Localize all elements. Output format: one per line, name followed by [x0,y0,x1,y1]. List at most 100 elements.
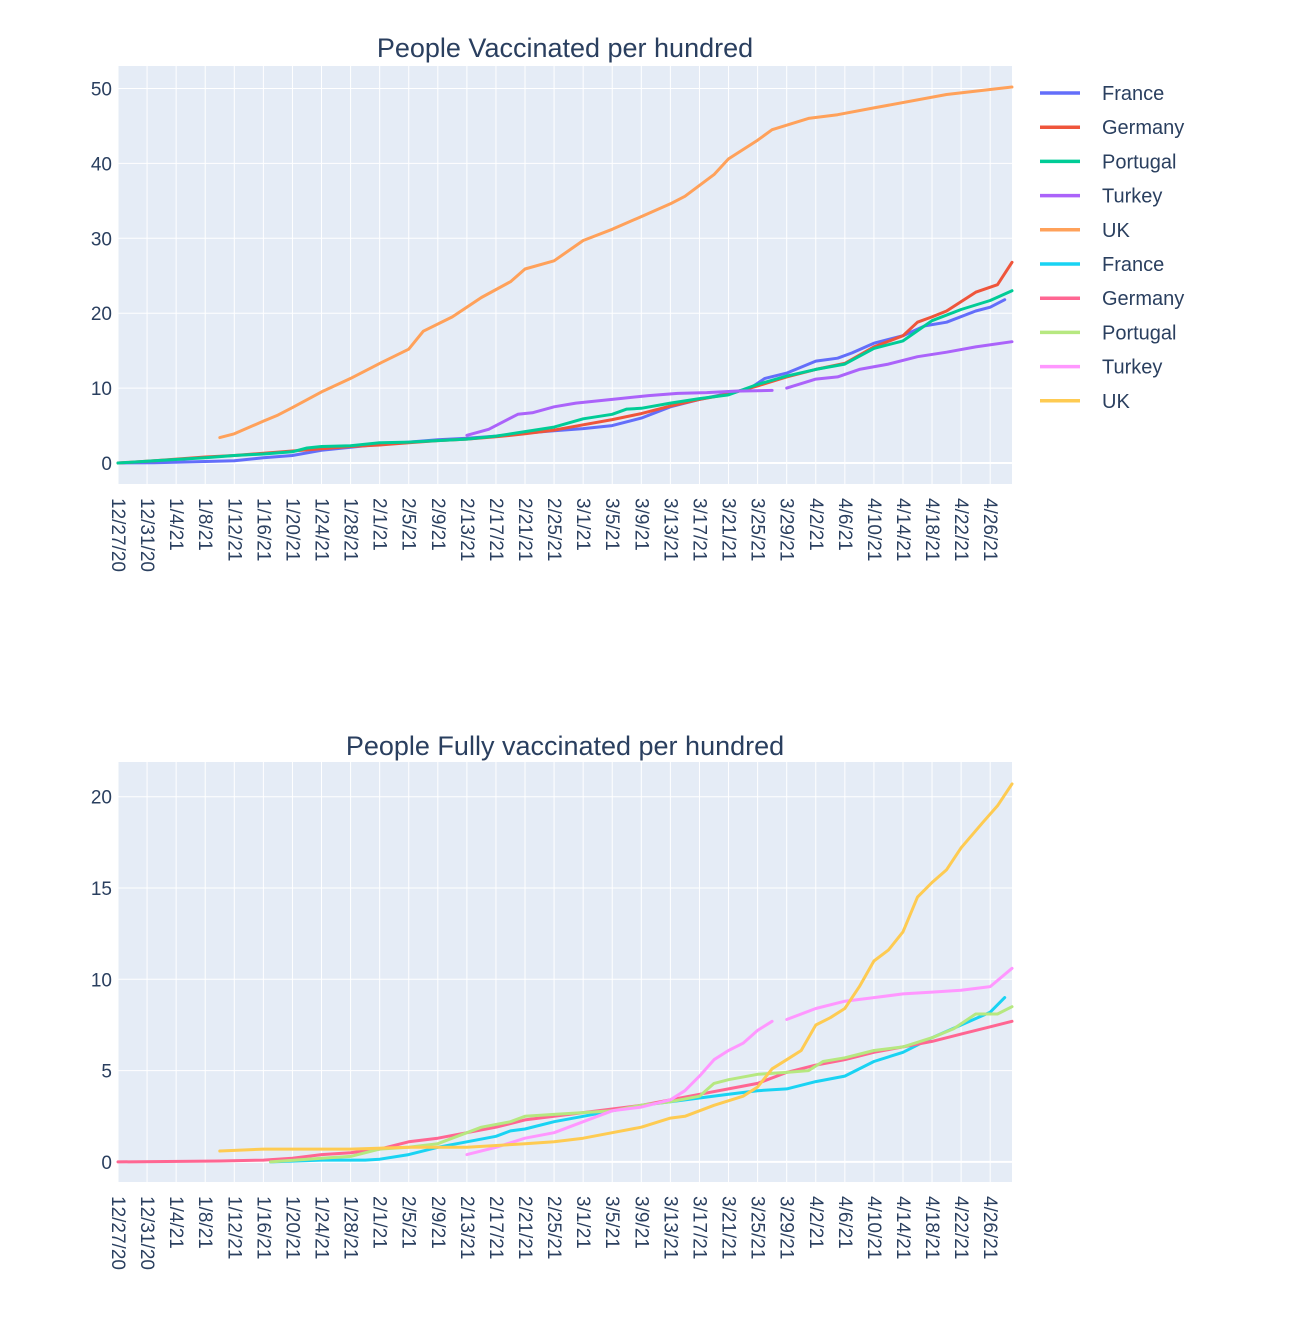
y-tick-label: 0 [101,454,112,475]
x-tick-label: 3/25/21 [747,498,768,561]
x-tick-label: 4/26/21 [979,498,1000,561]
series-line-turkey [465,966,1014,1157]
x-tick-label: 1/16/21 [252,1196,273,1259]
legend-label: UK [1102,391,1130,413]
x-tick-label: 4/14/21 [892,498,913,561]
y-tick-label: 40 [91,154,112,175]
series-line-turkey [465,340,1014,437]
x-tick-label: 2/9/21 [427,498,448,551]
x-tick-label: 1/12/21 [223,498,244,561]
legend-label: Germany [1102,288,1184,310]
x-tick-label: 1/24/21 [311,498,332,561]
y-tick-label: 20 [91,304,112,325]
legend-label: Germany [1102,117,1184,139]
legend-label: Portugal [1102,151,1177,173]
x-tick-label: 3/1/21 [572,498,593,551]
x-tick-label: 3/17/21 [688,1196,709,1259]
x-tick-label: 3/29/21 [776,498,797,561]
x-tick-label: 3/1/21 [572,1196,593,1249]
x-tick-label: 2/5/21 [398,1196,419,1249]
y-tick-label: 5 [101,1062,112,1083]
x-tick-label: 4/10/21 [863,498,884,561]
x-tick-label: 12/31/20 [136,498,157,572]
series-line-portugal [116,289,1014,465]
series-line-uk [218,85,1014,440]
legend: France Germany Portugal Turkey UK France Germa… [1040,83,1184,413]
x-tick-label: 4/18/21 [921,1196,942,1259]
legend-item[interactable]: Germany [1040,117,1184,139]
x-tick-label: 4/6/21 [834,498,855,551]
legend-label: Turkey [1102,357,1162,379]
x-tick-label: 2/13/21 [456,1196,477,1259]
x-tick-label: 4/18/21 [921,498,942,561]
y-tick-label: 50 [91,79,112,100]
x-tick-label: 2/17/21 [485,498,506,561]
x-tick-label: 3/21/21 [718,1196,739,1259]
legend-item[interactable]: Turkey [1040,186,1162,208]
legend-label: UK [1102,220,1130,242]
x-tick-label: 1/8/21 [194,1196,215,1249]
legend-label: France [1102,254,1164,276]
x-tick-label: 4/14/21 [892,1196,913,1259]
x-tick-label: 4/2/21 [805,1196,826,1249]
x-tick-label: 2/25/21 [543,498,564,561]
legend-item[interactable]: France [1040,254,1164,276]
x-tick-label: 1/4/21 [165,1196,186,1249]
x-tick-label: 3/25/21 [747,1196,768,1259]
x-tick-label: 3/13/21 [659,498,680,561]
y-tick-label: 20 [91,788,112,809]
x-tick-label: 4/22/21 [950,1196,971,1259]
x-tick-label: 2/25/21 [543,1196,564,1259]
y-tick-label: 0 [101,1153,112,1174]
x-tick-label: 4/10/21 [863,1196,884,1259]
x-tick-label: 1/8/21 [194,498,215,551]
x-tick-label: 2/1/21 [369,498,390,551]
x-tick-label: 3/21/21 [718,498,739,561]
legend-label: France [1102,83,1164,105]
plot-area [118,66,1012,484]
x-tick-label: 3/17/21 [688,498,709,561]
x-tick-label: 4/22/21 [950,498,971,561]
x-tick-label: 2/1/21 [369,1196,390,1249]
x-tick-label: 1/28/21 [340,1196,361,1259]
legend-item[interactable]: France [1040,83,1164,105]
y-tick-label: 15 [91,879,112,900]
x-tick-label: 1/12/21 [223,1196,244,1259]
chart-title: People Fully vaccinated per hundred [346,731,784,761]
x-tick-label: 2/21/21 [514,1196,535,1259]
legend-item[interactable]: Portugal [1040,151,1177,173]
legend-item[interactable]: UK [1040,220,1130,242]
x-tick-label: 4/2/21 [805,498,826,551]
x-tick-label: 1/20/21 [281,498,302,561]
x-tick-label: 12/31/20 [136,1196,157,1270]
legend-item[interactable]: Germany [1040,288,1184,310]
x-tick-label: 3/13/21 [659,1196,680,1259]
x-tick-label: 3/29/21 [776,1196,797,1259]
chart-people-fully-vaccinated: 12/27/20 12/31/20 1/4/21 1/8/21 1/12/21 1/16/… [91,731,1014,1270]
series-line-france [116,298,1007,465]
y-tick-label: 10 [91,379,112,400]
x-tick-label: 3/5/21 [601,1196,622,1249]
x-tick-label: 2/5/21 [398,498,419,551]
legend-label: Portugal [1102,322,1177,344]
plot-area [118,762,1012,1182]
x-tick-label: 2/17/21 [485,1196,506,1259]
x-tick-label: 12/27/20 [107,498,128,572]
x-tick-label: 1/28/21 [340,498,361,561]
x-tick-label: 3/9/21 [630,498,651,551]
chart-people-vaccinated: 12/27/20 12/31/20 1/4/21 1/8/21 1/12/21 1/16/… [91,33,1014,572]
x-tick-label: 2/21/21 [514,498,535,561]
x-tick-label: 2/9/21 [427,1196,448,1249]
y-tick-label: 30 [91,229,112,250]
x-tick-label: 1/4/21 [165,498,186,551]
x-tick-label: 1/20/21 [281,1196,302,1259]
legend-item[interactable]: Portugal [1040,322,1177,344]
x-tick-label: 1/16/21 [252,498,273,561]
x-tick-label: 3/9/21 [630,1196,651,1249]
x-tick-label: 2/13/21 [456,498,477,561]
x-tick-label: 1/24/21 [311,1196,332,1259]
legend-label: Turkey [1102,186,1162,208]
legend-item[interactable]: Turkey [1040,357,1162,379]
legend-item[interactable]: UK [1040,391,1130,413]
